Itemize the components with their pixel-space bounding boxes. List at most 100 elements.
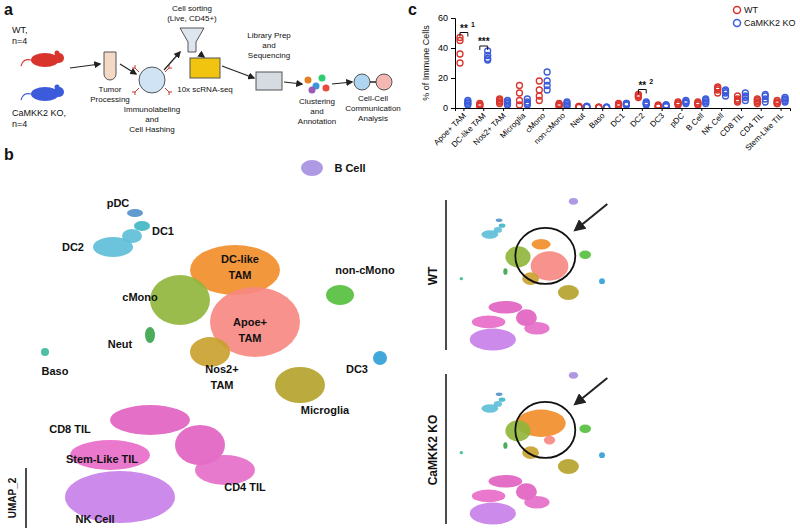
tick-mark [451,18,455,19]
point [596,104,602,108]
step-label: Sequencing [248,51,290,60]
cluster-icon [305,77,312,84]
y-tick: 60 [438,13,455,23]
point [524,99,530,105]
step-label: Cell sorting [172,4,212,13]
tick-label: 0 [443,103,448,113]
arrow [222,66,254,78]
cluster-label: DC2 [62,241,84,253]
arrow [164,52,180,70]
point [675,101,681,107]
arrow [120,64,136,74]
umap-cluster [326,285,354,305]
cluster-label: Microglia [301,404,350,416]
umap-cluster [122,229,142,243]
umap-cluster [472,316,506,329]
chart: 0 20 40 60 Apoe+ TAMDC-like TAMNos2+ TAMMicr… [421,5,796,153]
tick-mark [642,108,643,111]
x-tick: DC2 [629,108,647,129]
x-tick: Baso [587,108,607,131]
workflow: WT,n=4CaMKK2 KO,n=4TumorProcessingImmuno… [12,4,401,134]
chip-icon [190,58,220,78]
cluster-label: CD4 TIL [224,481,266,493]
step-label: 10x scRNA-seq [177,85,233,94]
umap-cluster [41,348,49,356]
cluster-label: TAM [238,332,261,344]
legend-label: WT [744,5,758,15]
separator [445,200,447,350]
umap-cluster [569,372,578,379]
x-tick: DC1 [609,108,627,129]
arrow [575,378,607,404]
y-tick: 0 [443,103,455,113]
point [715,90,721,96]
y-tick: 20 [438,73,455,83]
step-label: Cell Hashing [129,125,174,134]
legend-symbol [734,20,741,27]
cluster-label: B Cell [334,162,365,174]
umap-cluster [544,436,555,445]
umap-cluster [579,251,591,259]
tick-mark [662,108,663,111]
point [576,104,582,109]
tick-mark [451,78,455,79]
tick-mark [543,108,544,111]
umap-cluster [470,503,516,525]
tick-label: 20 [438,73,448,83]
highlight-ring [515,402,575,458]
point [497,99,503,105]
tick-label: Baso [587,111,607,131]
umap-cluster [532,239,551,250]
point [457,51,463,57]
umap-cluster [558,459,579,474]
point [544,87,550,93]
axis-line [451,19,456,109]
x-axis: Apoe+ TAMDC-like TAMNos2+ TAMMicrogliacM… [432,108,790,153]
point [635,93,641,99]
point [564,104,570,109]
umap-cluster [275,367,325,403]
group-label: WT, [12,25,28,35]
umap-cluster [494,401,502,407]
tick-mark [523,108,524,111]
mouse-tail [21,94,31,100]
axis-line [456,109,791,112]
point [604,104,610,108]
signal-icon [370,81,376,83]
umap-main: B CellpDCDC1DC2DC-likeTAMnon-cMonocMonoA… [7,160,395,528]
cluster-label: pDC [107,197,130,209]
mouse-ear [55,51,60,56]
mouse-tail [21,60,31,66]
umap-cluster [505,420,530,441]
cluster-label: Baso [42,365,69,377]
panel-label: b [4,146,14,163]
cluster-label: DC3 [346,363,368,375]
umap-cluster [460,277,463,280]
umap-cluster [558,285,579,300]
y-axis: 0 20 40 60 [438,13,456,113]
point [465,98,471,104]
sorter-icon [180,28,204,52]
cluster-label: DC-like [221,253,259,265]
significance-note: 1 [471,21,475,28]
umap-cluster [503,442,507,449]
cluster-label: CD8 TIL [49,423,91,435]
cluster-label: Nos2+ [205,363,238,375]
point [584,104,590,109]
sequencer-icon [256,72,282,90]
umap-cluster [373,351,387,365]
point [485,57,491,63]
point [576,104,582,109]
cluster-icon [323,85,330,92]
x-tick: Stem-Like TIL [744,108,786,153]
point [663,104,669,109]
umap-cluster [470,329,516,351]
tick-label: 40 [438,43,448,53]
point [544,69,550,75]
point [536,87,542,93]
panel-label: c [408,1,417,18]
tick-label: Neut [568,111,587,130]
umap-cluster [505,246,530,267]
cluster-label: NK Cell [75,513,114,525]
tick-mark [741,108,742,111]
